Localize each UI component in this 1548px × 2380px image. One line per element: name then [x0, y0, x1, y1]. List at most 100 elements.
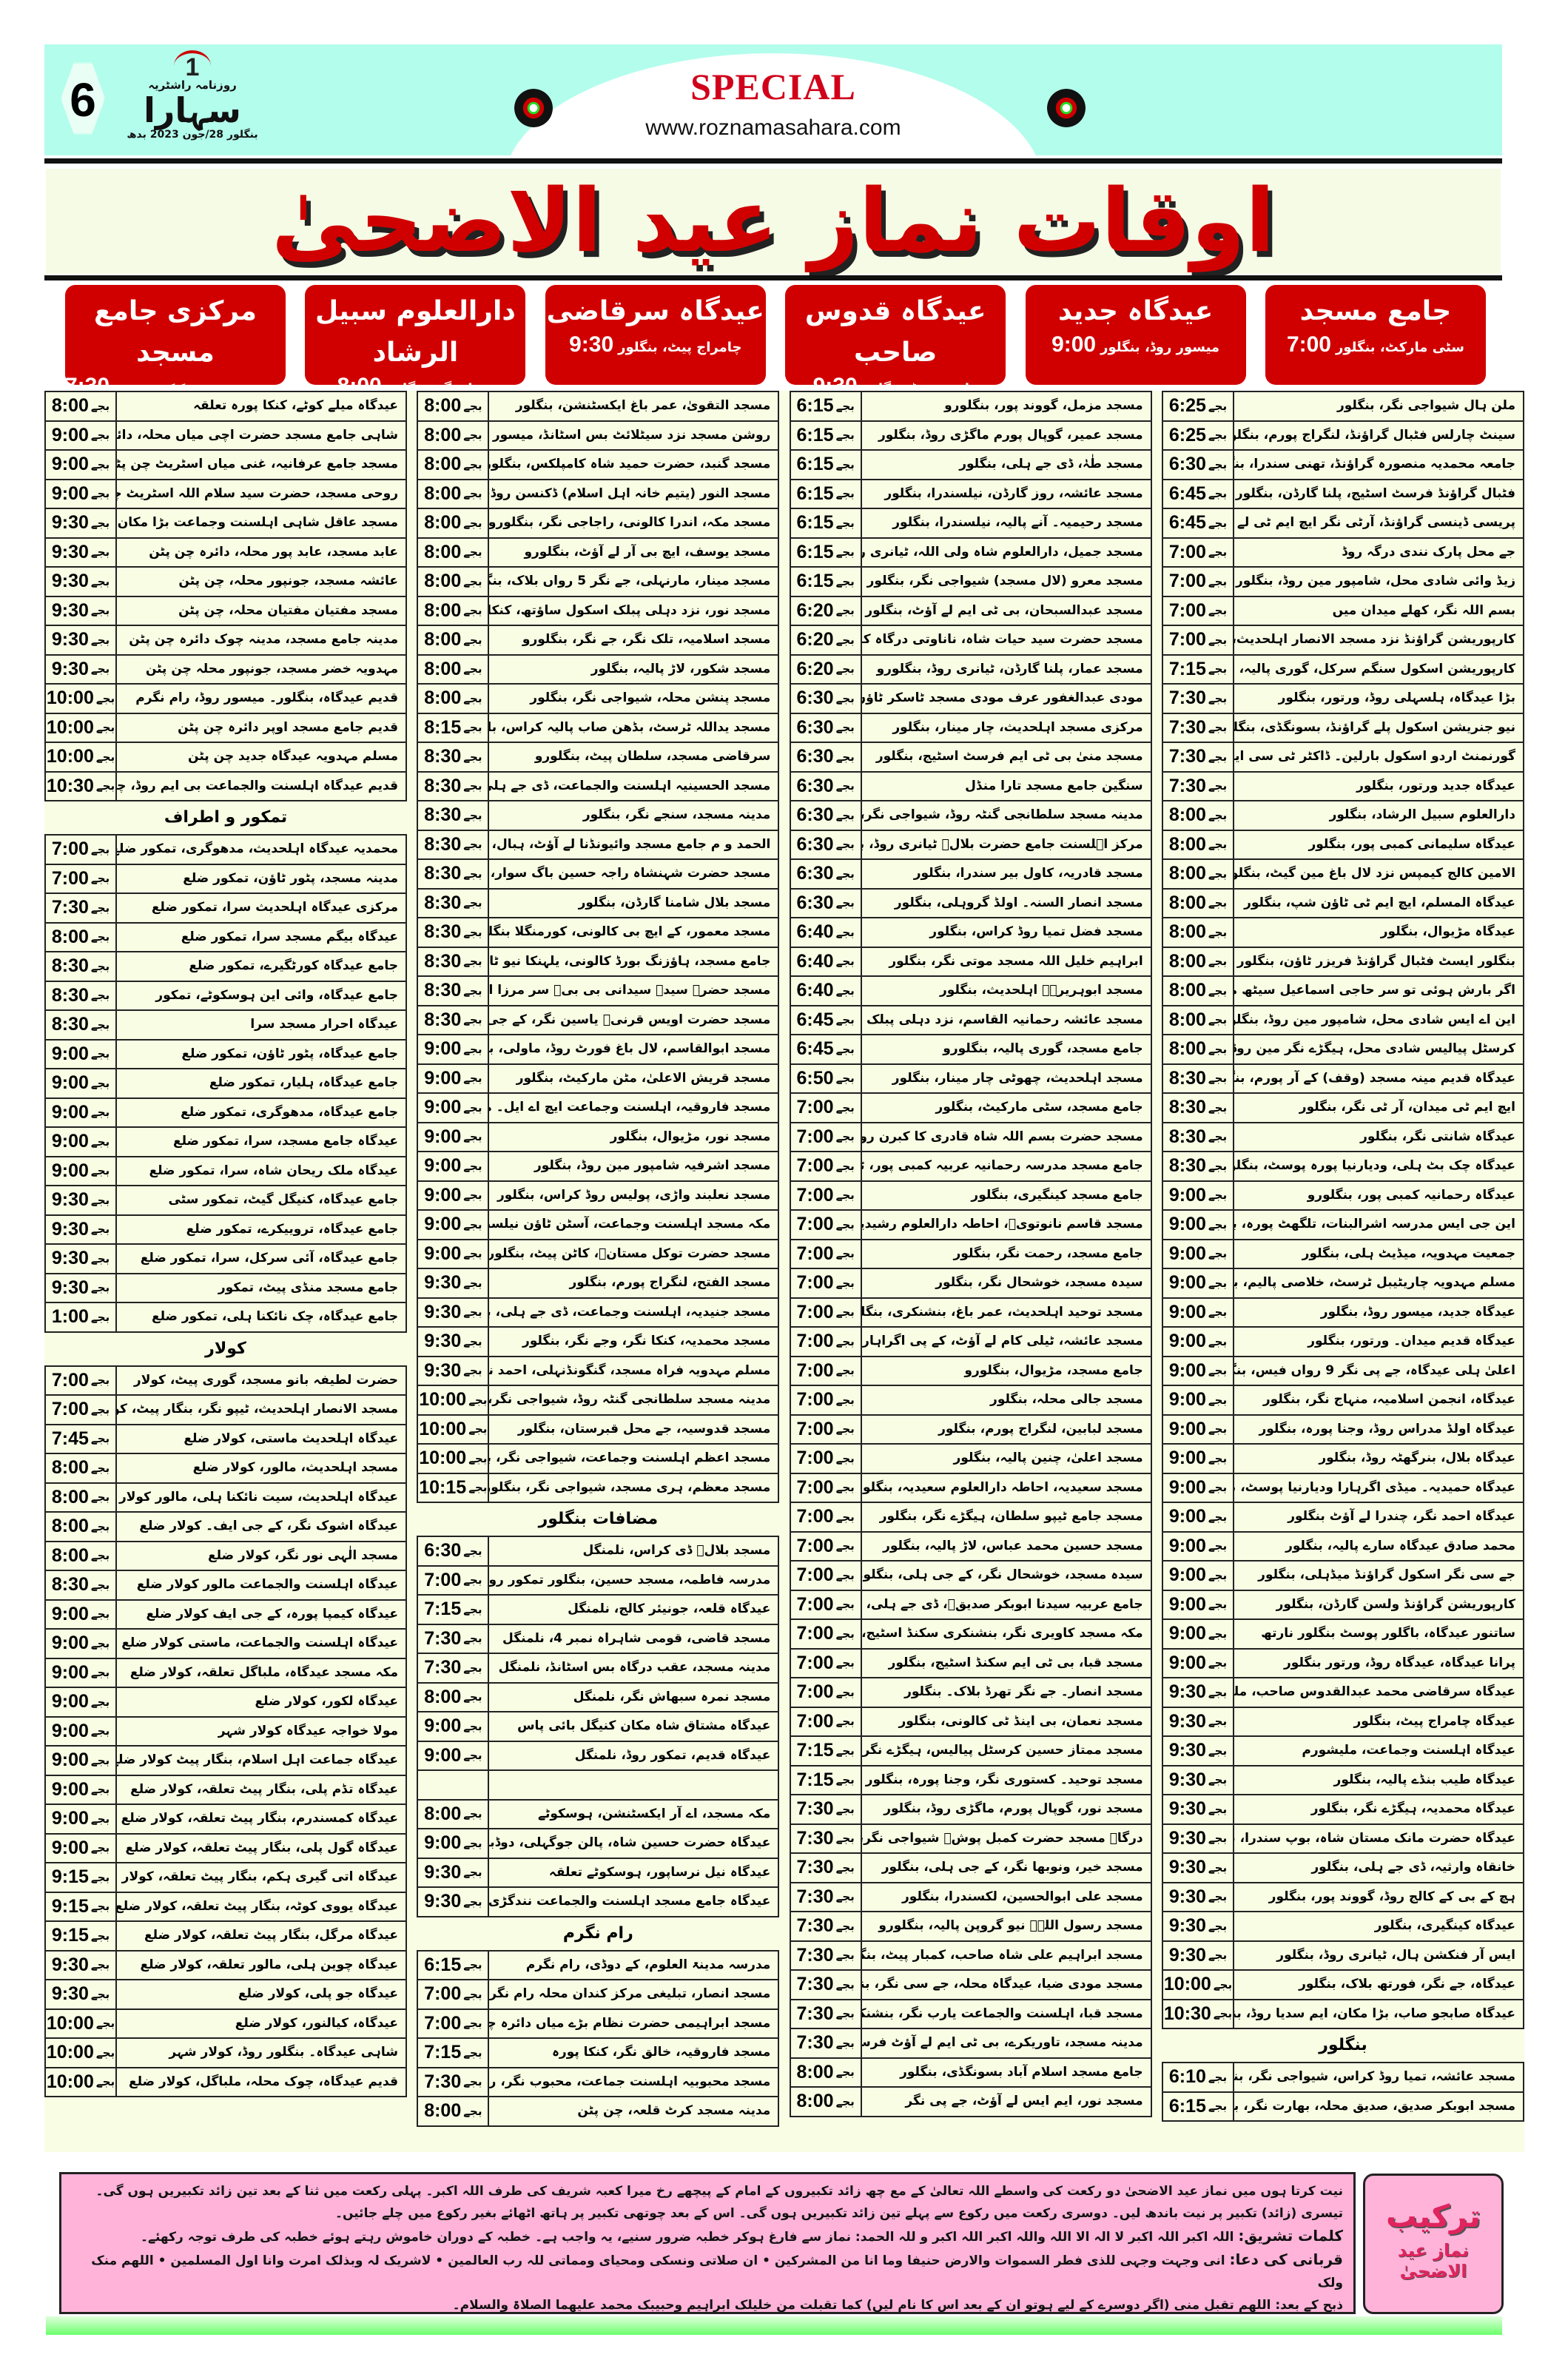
venue-name: مسجد جمیل، دارالعلوم شاہ ولی اللہ، ٹیانر… [860, 538, 1151, 566]
time-value: 9:30 [1168, 1886, 1206, 1907]
table-row: مدینہ مسجد کرٹ قلعہ، چن پٹن 8:00 بجے [418, 2097, 778, 2127]
time-suffix: بجے [90, 1607, 110, 1621]
time-suffix: بجے [463, 1013, 482, 1027]
time-suffix: بجے [835, 896, 855, 910]
time-suffix: بجے [1208, 1072, 1228, 1086]
prayer-time: 9:30 بجے [418, 1269, 488, 1297]
time-suffix: بجے [1208, 545, 1228, 559]
venue-name: مسجد معمور، کے ایچ بی کالونی، کورمنگلا ب… [488, 918, 778, 947]
time-value: 8:00 [424, 1803, 462, 1824]
venue-name: جامع عیدگاہ، تروییکرے، تمکور ضلع [115, 1215, 405, 1243]
table-row: جامع مسجد، گوری پالیہ، بنگلورو 6:45 بجے [790, 1035, 1151, 1065]
table-row: عیدگاہ نیل نرساپور، ہوسکوٹے تعلقہ 9:30 بجے [418, 1858, 778, 1888]
prayer-time: 7:00 بجے [418, 1567, 488, 1595]
prayer-time: 9:00 بجے [46, 1099, 115, 1127]
time-suffix: بجے [835, 2065, 855, 2080]
table-row: مسجد اہلحدیث، مالور، کولار ضلع 8:00 بجے [46, 1454, 405, 1484]
time-value: 6:25 [1168, 395, 1206, 417]
prayer-time: 7:30 بجے [791, 1971, 861, 1999]
time-value: 7:15 [424, 1599, 462, 1620]
time-value: 7:30 [796, 1827, 834, 1849]
prayer-time: 7:30 بجے [791, 1912, 861, 1940]
time-value: 8:00 [424, 483, 462, 504]
prayer-time: 8:30 بجے [46, 952, 115, 981]
featured-mosque: عیدگاہ جدید میسور روڈ، بنگلور 9:00 [1025, 285, 1246, 385]
venue-name: عیدگاہ اہلسنت والجماعت مالور کولار ضلع [115, 1571, 405, 1599]
time-suffix: بجے [463, 1247, 482, 1261]
time-suffix: بجے [90, 399, 110, 413]
venue-name: عیدگاہ میلے کوٹے، کنکا پورہ تعلقہ [115, 392, 405, 420]
venue-name: مسجد نور، مڑیوال، بنگلور [488, 1123, 778, 1151]
time-suffix: بجے [90, 872, 110, 886]
table-row: جمعیت مہدویہ، میڈیٹ ہلی، بنگلور 9:00 بجے [1162, 1240, 1523, 1269]
time-suffix: بجے [90, 487, 110, 501]
prayer-time: 9:00 بجے [1163, 1182, 1233, 1210]
table-row: مسلم مہدویہ فراہ مسجد، گنگونڈنہلی، احمد … [418, 1357, 778, 1386]
table-row: مکہ مسجد عیدگاہ، ملباگل تعلقہ، کولار ضلع… [46, 1658, 405, 1688]
time-suffix: بجے [90, 1106, 110, 1120]
time-suffix: بجے [1208, 457, 1228, 471]
time-suffix: بجے [463, 1364, 482, 1378]
time-value: 10:00 [419, 1418, 467, 1439]
time-suffix: بجے [90, 1695, 110, 1709]
venue-name: مسجد جالی محلہ، بنگلور [860, 1386, 1151, 1414]
prayer-time: 9:30 بجے [1163, 1678, 1233, 1707]
table-row: عیدگاہ سلیمانی کمبی پور، بنگلور 8:00 بجے [1162, 830, 1523, 860]
venue-name: نیو جنریشن اسکول پلے گراؤنڈ، بسونگڈی، بن… [1232, 713, 1523, 742]
time-suffix: بجے [835, 1802, 855, 1816]
time-value: 10:00 [46, 746, 94, 767]
venue-name: مسجد ممتاز حسین کرسٹل پیالیس، ہیگڑے نگر … [860, 1737, 1151, 1765]
table-row: مسجد عائشہ رحمانیہ القاسم، نزد دہلی پبلک… [790, 1006, 1151, 1035]
venue-name: پریسی ڈینسی گراؤنڈ، آرٹی نگر ایچ ایم ٹی … [1232, 509, 1523, 537]
table-row: گورنمنٹ اردو اسکول بارلین۔ ڈاکٹر ٹی سی ا… [1162, 743, 1523, 773]
time-value: 9:30 [1168, 1944, 1206, 1966]
time-suffix: بجے [1208, 1100, 1228, 1115]
time-suffix: بجے [835, 808, 855, 822]
venue-name: مہدویہ خضر مسجد، جونپور محلہ چن پٹن [115, 655, 405, 683]
time-suffix: بجے [90, 1900, 110, 1914]
prayer-time: 6:40 بجے [791, 918, 861, 947]
time-value: 6:45 [1168, 483, 1206, 504]
venue-name: مسجد سعیدیہ، احاطہ دارالعلوم سعیدیہ، بنگ… [860, 1473, 1151, 1502]
table-row: عیدگاہ اہلحدیث ماستی، کولار ضلع 7:45 بجے [46, 1425, 405, 1454]
table-row: مسجد مودی ضیا، عیدگاہ محلہ، جے سی نگر، ب… [790, 1971, 1151, 2000]
time-suffix: بجے [95, 750, 115, 764]
prayer-time: 8:00 بجے [418, 626, 488, 654]
time-suffix: بجے [468, 1481, 488, 1495]
time-value: 6:40 [796, 921, 834, 943]
time-value: 9:30 [51, 1218, 89, 1240]
venue-name: مسجد رسول اللہؐ نیو گروپن پالیہ، بنگلورو [860, 1912, 1151, 1940]
prayer-time: 9:30 بجے [1163, 1883, 1233, 1912]
venue-name: مسجد نمرہ سبھاش نگر، نلمنگل [488, 1683, 778, 1711]
table-row: مسجد قبا، اہلسنت والجماعت یارب نگر، بنشن… [790, 2000, 1151, 2029]
time-suffix: بجے [1208, 1130, 1228, 1144]
time-value: 9:00 [51, 424, 89, 446]
time-value: 8:30 [51, 1574, 89, 1596]
table-row: کارپوریشن اسکول سنگم سرکل، گوری پالیہ، ب… [1162, 655, 1523, 685]
time-value: 10:00 [46, 2042, 94, 2063]
venue-name: جامع مسجد اسلام آباد بسونگڈی، بنگلور [860, 2058, 1151, 2086]
venue-name: مسجد علی ابوالحسین، لکسندرا، بنگلور [860, 1883, 1151, 1911]
time-value: 6:30 [796, 688, 834, 709]
time-suffix: بجے [463, 838, 482, 852]
table-row: مسجد نعمان، بی اینڈ ٹی کالونی، بنگلور 7:0… [790, 1707, 1151, 1737]
table-row: مدرسہ فاطمہ، مسجد حسین، بنگلور تمکور روڈ… [418, 1566, 778, 1596]
website-link[interactable]: www.roznamasahara.com [645, 115, 901, 140]
venue-name: عیدگاہ اتی گیری ہکم، بنگار پیٹ تعلقہ، کو… [115, 1863, 405, 1892]
time-value: 9:00 [51, 1603, 89, 1624]
table-section: محمدیہ عیدگاہ اہلحدیث، مدھوگری، تمکور ضل… [44, 834, 407, 1333]
time-value: 9:00 [51, 1661, 89, 1683]
time-suffix: بجے [1208, 1802, 1228, 1816]
venue-name: مولا خواجہ عیدگاہ کولار شہر [115, 1717, 405, 1745]
venue-name: بڑا عیدگاہ، ہلسہلی روڈ، ورتور، بنگلور [1232, 685, 1523, 713]
time-value: 6:20 [796, 599, 834, 621]
table-row: مسجد معظم، ہری مسجد، شیواجی نگر، بنگلورو… [418, 1473, 778, 1503]
prayer-time: 8:00 بجے [1163, 1006, 1233, 1035]
venue-name: مسجد قاسم نانوتویؒ، احاطہ دارالعلوم رشید… [860, 1211, 1151, 1239]
prayer-time: 7:00 بجے [46, 1396, 115, 1424]
prayer-time: 9:00 بجے [46, 422, 115, 450]
time-value: 7:00 [796, 1214, 834, 1235]
table-row: مسجد عائشہ، روز گارڈن، نیلسندرا، بنگلور 6… [790, 480, 1151, 509]
table-row: عیدگاہ قلعہ، جونیئر کالج، نلمنگل 7:15 بجے [418, 1596, 778, 1625]
prayer-time: 9:30 بجے [46, 597, 115, 625]
